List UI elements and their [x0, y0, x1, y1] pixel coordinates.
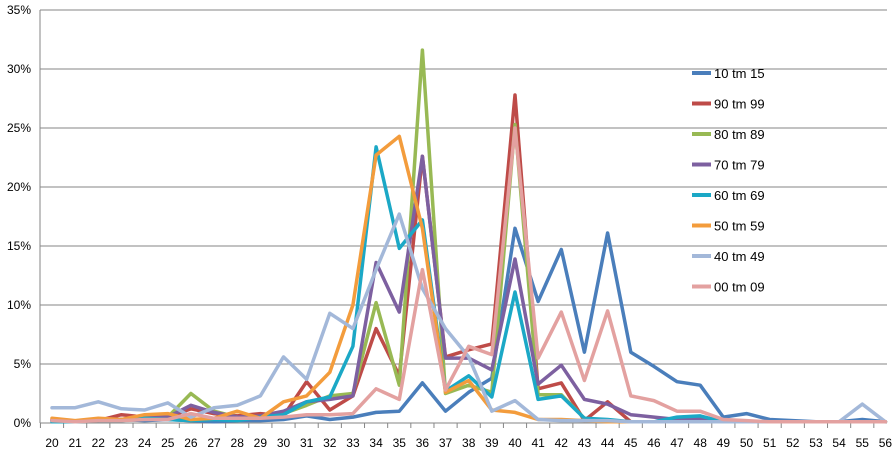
legend-label-0: 10 tm 15 — [714, 66, 765, 81]
x-tick-label: 36 — [416, 436, 430, 450]
x-tick-label: 46 — [647, 436, 661, 450]
legend: 10 tm 15 90 tm 99 80 tm 89 70 tm 79 60 tm 69… — [692, 66, 765, 295]
x-tick-label: 37 — [439, 436, 453, 450]
legend-label-7: 00 tm 09 — [714, 280, 765, 295]
x-tick-label: 35 — [393, 436, 407, 450]
series-line-7 — [50, 126, 888, 424]
x-tick-label: 51 — [763, 436, 777, 450]
x-tick-label: 22 — [92, 436, 106, 450]
x-tick-label: 39 — [485, 436, 499, 450]
y-tick-label: 35% — [7, 3, 31, 17]
series-lines — [50, 48, 888, 424]
x-tick-label: 38 — [462, 436, 476, 450]
x-tick-label: 27 — [207, 436, 221, 450]
y-tick-labels: 0% 5% 10% 15% 20% 25% 30% 35% — [7, 3, 31, 430]
x-tick-label: 26 — [184, 436, 198, 450]
x-tick-label: 53 — [809, 436, 823, 450]
x-tick-label: 41 — [531, 436, 545, 450]
x-tick-label: 45 — [624, 436, 638, 450]
x-tick-label: 54 — [832, 436, 846, 450]
x-tick-label: 48 — [694, 436, 708, 450]
y-tick-label: 0% — [14, 416, 32, 430]
y-tick-label: 20% — [7, 180, 31, 194]
legend-label-5: 50 tm 59 — [714, 219, 765, 234]
x-tick-label: 34 — [369, 436, 383, 450]
legend-label-6: 40 tm 49 — [714, 249, 765, 264]
x-tick-label: 31 — [300, 436, 314, 450]
y-tick-label: 30% — [7, 62, 31, 76]
y-tick-label: 15% — [7, 239, 31, 253]
x-tick-label: 55 — [856, 436, 870, 450]
x-tick-label: 21 — [68, 436, 82, 450]
gridlines — [40, 9, 887, 365]
x-tick-label: 42 — [555, 436, 569, 450]
y-tick-label: 10% — [7, 298, 31, 312]
legend-label-1: 90 tm 99 — [714, 97, 765, 112]
y-tick-label: 5% — [14, 357, 32, 371]
x-tick-label: 33 — [346, 436, 360, 450]
x-tick-label: 23 — [115, 436, 129, 450]
legend-label-2: 80 tm 89 — [714, 127, 765, 142]
x-tick-label: 25 — [161, 436, 175, 450]
x-tick-label: 29 — [254, 436, 268, 450]
x-tick-label: 40 — [508, 436, 522, 450]
x-tick-label: 49 — [717, 436, 731, 450]
x-tick-label: 56 — [879, 436, 892, 450]
x-tick-label: 43 — [578, 436, 592, 450]
x-tick-label: 28 — [231, 436, 245, 450]
x-tick-label: 32 — [323, 436, 337, 450]
x-tick-label: 47 — [670, 436, 684, 450]
x-tick-labels: 20 21 22 23 24 25 26 27 28 29 30 31 32 33 34 35 36 37 38 39… — [39, 423, 892, 450]
y-tick-label: 25% — [7, 121, 31, 135]
x-tick-label: 50 — [740, 436, 754, 450]
x-tick-label: 30 — [277, 436, 291, 450]
legend-label-4: 60 tm 69 — [714, 188, 765, 203]
x-tick-label: 44 — [601, 436, 615, 450]
x-tick-label: 52 — [786, 436, 800, 450]
x-tick-label: 24 — [138, 436, 152, 450]
x-tick-label: 20 — [45, 436, 59, 450]
legend-label-3: 70 tm 79 — [714, 158, 765, 173]
